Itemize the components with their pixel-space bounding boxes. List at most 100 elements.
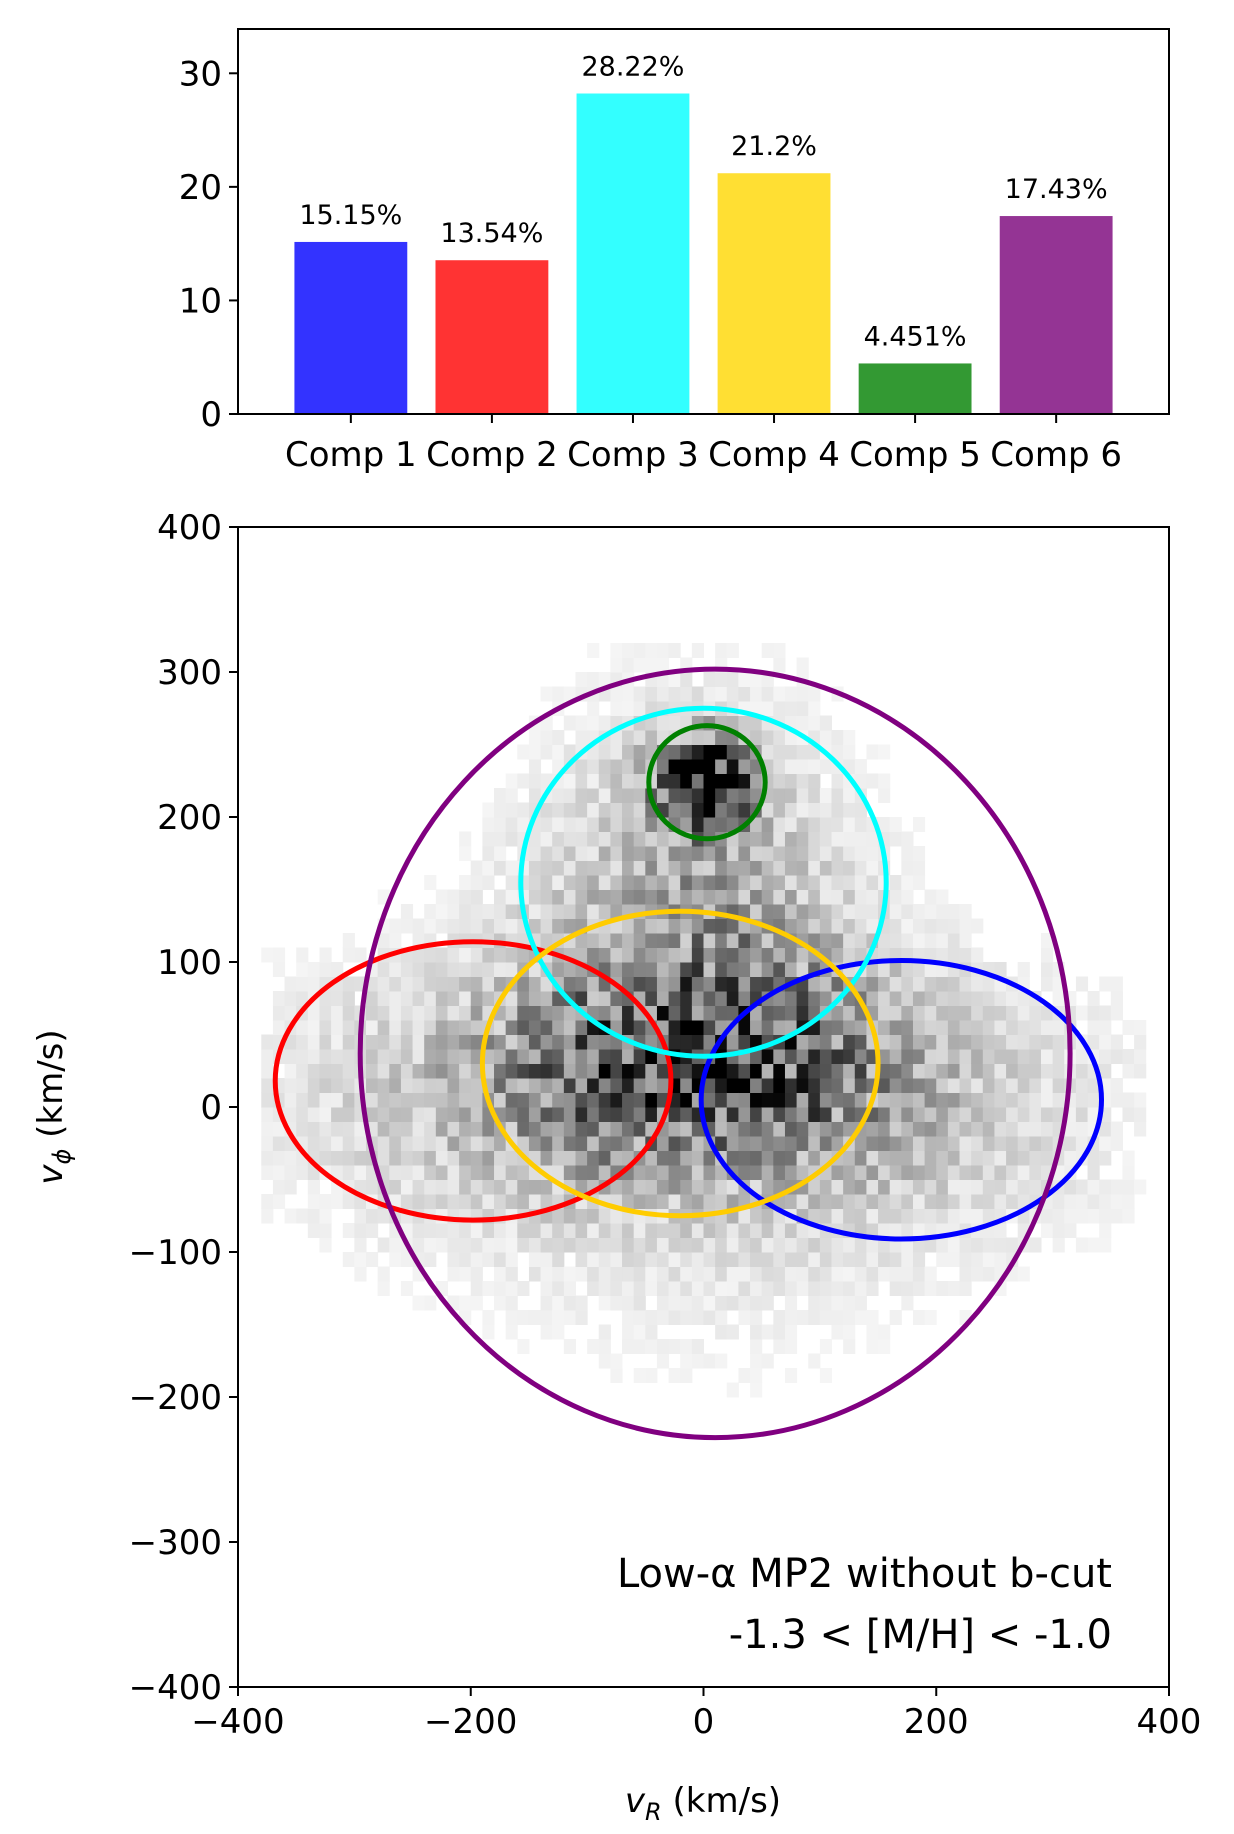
density-cell — [505, 1005, 518, 1021]
density-cell — [947, 1252, 961, 1267]
density-cell — [575, 1310, 588, 1325]
density-cell — [668, 1310, 681, 1325]
density-cell — [459, 904, 472, 919]
density-cell — [587, 1252, 600, 1267]
density-cell — [528, 1223, 542, 1238]
density-cell — [738, 802, 751, 818]
density-cell — [598, 875, 611, 890]
density-cell — [307, 1121, 320, 1137]
density-cell — [808, 686, 821, 702]
density-cell — [982, 1150, 995, 1166]
density-cell — [784, 1165, 798, 1180]
density-cell — [633, 1179, 646, 1195]
density-cell — [808, 1034, 821, 1050]
density-cell — [831, 933, 844, 948]
density-cell — [482, 1165, 495, 1180]
density-cell — [691, 1281, 704, 1296]
density-cell — [901, 1165, 914, 1180]
density-cell — [528, 1005, 542, 1021]
density-cell — [901, 976, 914, 992]
density-cell — [540, 831, 553, 847]
density-cell — [563, 1020, 576, 1035]
density-cell — [563, 1281, 576, 1296]
density-cell — [587, 1165, 600, 1180]
density-cell — [563, 918, 576, 934]
density-cell — [1017, 962, 1030, 977]
density-cell — [750, 1324, 763, 1340]
density-cell — [878, 976, 891, 992]
density-cell — [680, 759, 693, 774]
density-cell — [517, 1339, 530, 1354]
density-cell — [912, 1063, 926, 1079]
density-cell — [494, 947, 507, 963]
density-cell — [959, 1049, 972, 1064]
density-cell — [447, 1049, 460, 1064]
density-cell — [796, 875, 809, 890]
density-cell — [924, 918, 937, 934]
density-cell — [854, 802, 867, 818]
density-cell — [540, 1194, 553, 1209]
density-cell — [691, 976, 704, 992]
density-cell — [552, 686, 565, 702]
density-cell — [261, 1136, 274, 1151]
density-cell — [459, 1223, 472, 1238]
density-cell — [610, 744, 623, 760]
density-cell — [482, 1252, 495, 1267]
density-cell — [598, 1092, 611, 1108]
density-cell — [656, 976, 670, 992]
density-cell — [296, 1078, 309, 1093]
density-cell — [808, 773, 821, 789]
density-cell — [575, 1049, 588, 1064]
density-cell — [575, 1252, 588, 1267]
density-cell — [645, 976, 658, 992]
density-cell — [901, 1150, 914, 1166]
density-cell — [645, 1078, 658, 1093]
density-cell — [610, 1092, 623, 1108]
density-cell — [854, 1266, 867, 1282]
density-cell — [668, 1005, 681, 1021]
density-cell — [866, 1121, 879, 1137]
density-cell — [575, 1150, 588, 1166]
density-cell — [703, 1281, 716, 1296]
density-cell — [633, 846, 646, 861]
bar-5 — [858, 363, 972, 414]
density-cell — [1099, 1150, 1112, 1166]
density-cell — [505, 1252, 518, 1267]
density-cell — [540, 686, 553, 702]
density-cell — [924, 1208, 937, 1224]
density-cell — [563, 846, 576, 861]
density-cell — [668, 759, 681, 774]
density-cell — [738, 846, 751, 861]
density-cell — [912, 1281, 926, 1296]
density-cell — [494, 1078, 507, 1093]
density-cell — [715, 686, 728, 702]
density-cell — [1006, 1078, 1019, 1093]
density-cell — [331, 1020, 344, 1035]
density-cell — [528, 1237, 542, 1253]
density-cell — [598, 933, 611, 948]
density-cell — [435, 1034, 448, 1050]
density-cell — [284, 1165, 297, 1180]
density-cell — [715, 889, 728, 905]
density-cell — [505, 1179, 518, 1195]
density-cell — [784, 1339, 798, 1354]
density-cell — [575, 904, 588, 919]
density-cell — [784, 1049, 798, 1064]
density-cell — [389, 1063, 402, 1079]
density-cell — [377, 1136, 390, 1151]
density-cell — [703, 889, 716, 905]
density-cell — [866, 1310, 879, 1325]
density-cell — [912, 1078, 926, 1093]
density-cell — [622, 1121, 635, 1137]
density-cell — [843, 875, 856, 890]
density-cell — [715, 918, 728, 934]
density-cell — [843, 904, 856, 919]
density-cell — [971, 1063, 984, 1079]
density-cell — [528, 1121, 542, 1137]
density-cell — [750, 1107, 763, 1122]
density-cell — [808, 860, 821, 876]
density-cell — [738, 1121, 751, 1137]
density-cell — [366, 1208, 379, 1224]
density-cell — [1040, 1020, 1054, 1035]
density-cell — [366, 1107, 379, 1122]
